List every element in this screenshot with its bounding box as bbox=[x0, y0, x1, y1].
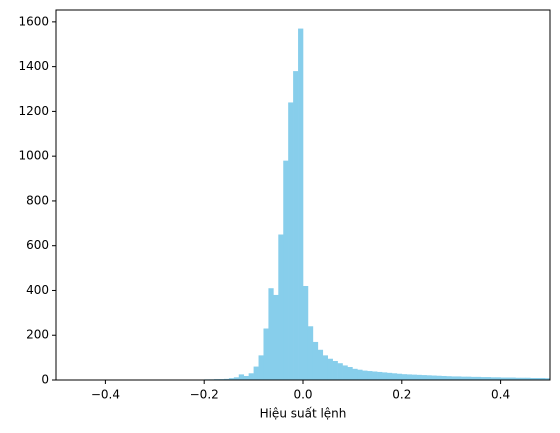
bar bbox=[515, 377, 521, 380]
y-tick-label: 400 bbox=[26, 283, 49, 297]
bar bbox=[322, 355, 328, 380]
bar bbox=[268, 288, 274, 380]
y-tick-label: 800 bbox=[26, 193, 49, 207]
bar bbox=[475, 376, 482, 380]
bar bbox=[396, 373, 403, 380]
bar bbox=[303, 285, 309, 380]
bar bbox=[461, 376, 467, 380]
bar bbox=[352, 368, 358, 380]
bar bbox=[391, 373, 398, 380]
x-axis-label: Hiệu suất lệnh bbox=[260, 407, 347, 421]
bar bbox=[377, 371, 383, 380]
x-tick-label: −0.4 bbox=[91, 388, 120, 402]
bar bbox=[233, 377, 240, 380]
y-tick-label: 1000 bbox=[18, 149, 49, 163]
y-tick-label: 200 bbox=[26, 328, 49, 342]
y-tick-label: 0 bbox=[41, 373, 49, 387]
bar bbox=[258, 355, 264, 380]
x-tick-label: −0.2 bbox=[190, 388, 219, 402]
bar bbox=[382, 372, 388, 380]
bar bbox=[530, 377, 536, 380]
bar bbox=[253, 366, 259, 380]
bar bbox=[441, 375, 447, 380]
bar bbox=[510, 377, 516, 380]
bar bbox=[456, 376, 462, 380]
bar bbox=[248, 373, 254, 380]
bar bbox=[347, 367, 353, 380]
bar bbox=[505, 377, 511, 380]
bar bbox=[416, 374, 422, 380]
bar bbox=[372, 371, 378, 380]
bar bbox=[470, 376, 477, 380]
bar bbox=[485, 377, 492, 380]
bar bbox=[332, 360, 338, 380]
bar bbox=[525, 377, 531, 380]
bar bbox=[337, 363, 343, 380]
bar bbox=[317, 349, 324, 380]
bar bbox=[342, 365, 348, 380]
bar bbox=[520, 377, 526, 380]
bar bbox=[545, 378, 551, 380]
bar bbox=[500, 377, 506, 380]
bar bbox=[298, 28, 304, 381]
bar bbox=[307, 326, 314, 380]
bar bbox=[263, 328, 269, 380]
x-tick-label: 0.4 bbox=[491, 388, 510, 402]
bar bbox=[426, 375, 432, 380]
bar bbox=[357, 369, 363, 380]
bar bbox=[495, 377, 501, 380]
bar bbox=[362, 370, 368, 380]
bar bbox=[238, 374, 245, 380]
bar bbox=[327, 358, 333, 380]
y-tick-label: 600 bbox=[26, 238, 49, 252]
bar bbox=[540, 377, 546, 380]
bar bbox=[431, 375, 437, 380]
bar bbox=[367, 371, 373, 380]
bar bbox=[535, 377, 541, 380]
bar bbox=[421, 375, 427, 380]
bar bbox=[228, 378, 235, 380]
y-tick-label: 1600 bbox=[18, 14, 49, 28]
bar bbox=[401, 374, 408, 380]
bar bbox=[312, 341, 319, 380]
bar bbox=[406, 374, 412, 380]
bar bbox=[480, 377, 487, 380]
bar bbox=[288, 102, 294, 381]
bar bbox=[223, 378, 230, 380]
bar bbox=[466, 376, 472, 380]
bar bbox=[273, 294, 279, 380]
bar bbox=[283, 160, 289, 380]
bar bbox=[436, 375, 442, 380]
bar bbox=[293, 71, 299, 380]
bar bbox=[278, 234, 284, 380]
bar bbox=[386, 372, 393, 380]
bar bbox=[451, 376, 457, 380]
y-tick-label: 1200 bbox=[18, 104, 49, 118]
y-tick-label: 1400 bbox=[18, 59, 49, 73]
x-tick-label: 0.2 bbox=[392, 388, 411, 402]
bar bbox=[490, 377, 496, 380]
bar bbox=[243, 375, 249, 380]
x-tick-label: 0.0 bbox=[293, 388, 312, 402]
bar bbox=[411, 374, 417, 380]
bar bbox=[446, 376, 452, 380]
